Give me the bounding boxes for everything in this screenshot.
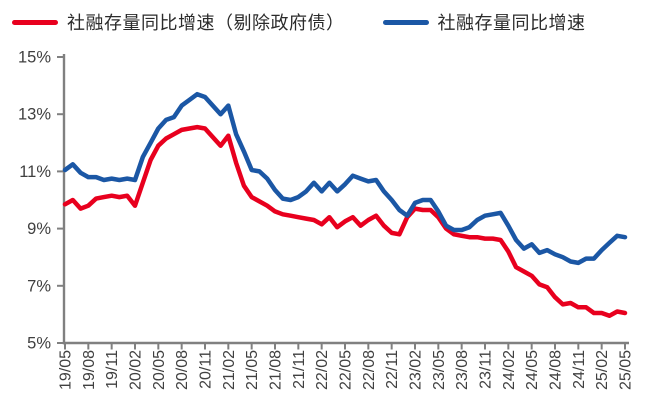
y-tick-label: 5% (27, 335, 51, 353)
x-tick-label: 23/11 (478, 350, 495, 389)
x-tick-label: 21/02 (221, 350, 238, 390)
x-tick-label: 24/11 (571, 350, 588, 389)
x-tick-label: 19/11 (104, 350, 121, 389)
x-tick-label: 25/02 (594, 350, 611, 390)
x-tick-label: 20/02 (128, 350, 145, 390)
x-tick-label: 22/02 (314, 350, 331, 390)
x-tick-label: 20/11 (198, 350, 215, 389)
x-tick-label: 19/08 (81, 350, 98, 390)
x-tick-label: 25/05 (618, 350, 635, 390)
x-tick-label: 22/11 (384, 350, 401, 389)
x-tick-label: 22/08 (361, 350, 378, 390)
y-tick-label: 11% (19, 163, 51, 181)
series-line-total (62, 91, 628, 266)
x-tick-label: 19/05 (58, 350, 75, 390)
x-tick-label: 21/11 (291, 350, 308, 389)
red-line-swatch (12, 19, 58, 25)
series-line-ex-govt-bonds (62, 124, 628, 319)
x-tick-label: 23/08 (454, 350, 471, 390)
x-tick-label: 23/05 (431, 350, 448, 390)
y-tick-label: 7% (27, 277, 51, 295)
legend-label-total: 社融存量同比增速 (437, 13, 586, 33)
legend-item-ex-govt-bonds: 社融存量同比增速（剔除政府债） (12, 9, 345, 35)
legend-label-ex-govt-bonds: 社融存量同比增速（剔除政府债） (67, 13, 345, 33)
x-tick-label: 24/08 (548, 350, 565, 390)
x-tick-label: 24/05 (524, 350, 541, 390)
x-tick-label: 23/02 (408, 350, 425, 390)
blue-line-swatch (382, 19, 429, 25)
legend-item-total: 社融存量同比增速 (382, 9, 586, 35)
y-tick-label: 13% (18, 106, 51, 124)
x-tick-label: 20/08 (174, 350, 191, 390)
y-tick-label: 9% (27, 220, 51, 238)
x-tick-label: 21/05 (244, 350, 261, 390)
y-tick-label: 15% (18, 49, 51, 67)
x-tick-label: 21/08 (268, 350, 285, 390)
x-tick-label: 22/05 (338, 350, 355, 390)
legend: 社融存量同比增速（剔除政府债） 社融存量同比增速 (12, 9, 648, 35)
x-tick-label: 20/05 (151, 350, 168, 390)
x-tick-label: 24/02 (501, 350, 518, 390)
